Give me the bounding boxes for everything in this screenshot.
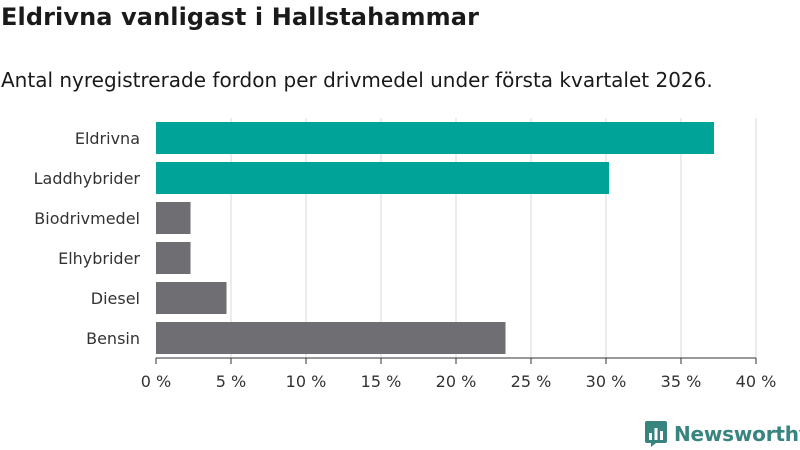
newsworthy-wordmark: Newsworthy bbox=[674, 422, 800, 446]
category-label: Bensin bbox=[86, 329, 140, 348]
x-tick-label: 35 % bbox=[661, 372, 702, 391]
x-tick-label: 20 % bbox=[436, 372, 477, 391]
newsworthy-icon bbox=[645, 421, 667, 447]
gridlines bbox=[230, 118, 757, 358]
category-label: Diesel bbox=[91, 289, 140, 308]
bars bbox=[156, 122, 714, 354]
bar-elhybrider bbox=[156, 242, 191, 274]
bar-eldrivna bbox=[156, 122, 714, 154]
x-tick-label: 30 % bbox=[586, 372, 627, 391]
x-tick-label: 15 % bbox=[361, 372, 402, 391]
x-tick-label: 25 % bbox=[511, 372, 552, 391]
bar-diesel bbox=[156, 282, 227, 314]
category-labels: Eldrivna Laddhybrider Biodrivmedel Elhybrid… bbox=[34, 129, 141, 348]
x-axis: 0 % 5 % 10 % 15 % 20 % 25 % 30 % 35 % 40 % bbox=[141, 357, 777, 391]
newsworthy-logo: Newsworthy bbox=[644, 420, 800, 448]
x-tick-label: 10 % bbox=[286, 372, 327, 391]
x-tick-label: 5 % bbox=[216, 372, 246, 391]
category-label: Biodrivmedel bbox=[34, 209, 140, 228]
category-label: Laddhybrider bbox=[34, 169, 141, 188]
x-tick-label: 40 % bbox=[736, 372, 777, 391]
bar-biodrivmedel bbox=[156, 202, 191, 234]
x-tick-label: 0 % bbox=[141, 372, 171, 391]
category-label: Elhybrider bbox=[58, 249, 140, 268]
bar-laddhybrider bbox=[156, 162, 609, 194]
bar-bensin bbox=[156, 322, 506, 354]
category-label: Eldrivna bbox=[75, 129, 140, 148]
chart-title: Eldrivna vanligast i Hallstahammar bbox=[1, 3, 480, 31]
chart-subtitle: Antal nyregistrerade fordon per drivmede… bbox=[1, 68, 713, 92]
